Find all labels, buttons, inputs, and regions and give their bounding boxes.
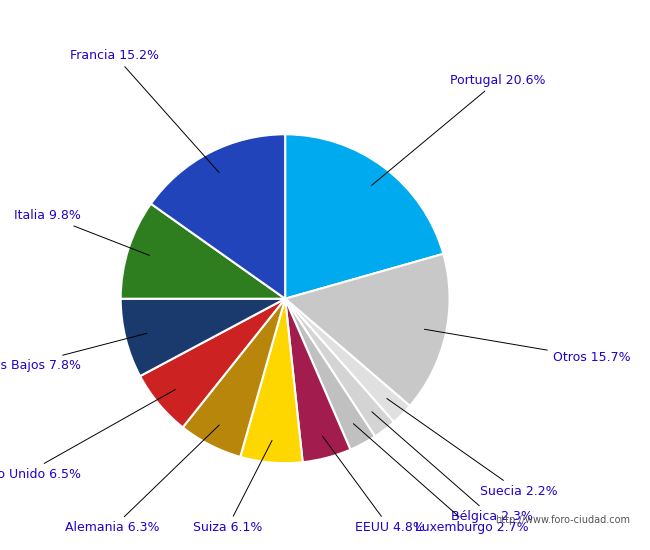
Wedge shape — [121, 204, 285, 299]
Wedge shape — [285, 254, 450, 406]
Text: Países Bajos 7.8%: Países Bajos 7.8% — [0, 333, 147, 372]
Text: Otros 15.7%: Otros 15.7% — [424, 329, 630, 364]
Wedge shape — [285, 299, 375, 450]
Wedge shape — [183, 299, 285, 457]
Text: EEUU 4.8%: EEUU 4.8% — [322, 436, 425, 535]
Wedge shape — [240, 299, 303, 463]
Text: Suecia 2.2%: Suecia 2.2% — [387, 399, 558, 498]
Wedge shape — [121, 299, 285, 376]
Text: Bélgica 2.3%: Bélgica 2.3% — [372, 412, 533, 524]
Wedge shape — [151, 134, 285, 299]
Text: Luxemburgo 2.7%: Luxemburgo 2.7% — [354, 424, 528, 535]
Text: Portugal 20.6%: Portugal 20.6% — [372, 74, 546, 185]
Wedge shape — [285, 299, 350, 462]
Wedge shape — [285, 299, 410, 422]
Text: Italia 9.8%: Italia 9.8% — [14, 209, 150, 255]
Text: Ames - Turistas extranjeros según país - Agosto de 2024: Ames - Turistas extranjeros según país -… — [109, 12, 541, 28]
Text: Reino Unido 6.5%: Reino Unido 6.5% — [0, 389, 176, 481]
Wedge shape — [285, 134, 443, 299]
Text: Alemania 6.3%: Alemania 6.3% — [66, 425, 219, 535]
Text: Suiza 6.1%: Suiza 6.1% — [192, 441, 272, 535]
Wedge shape — [285, 299, 394, 437]
Wedge shape — [140, 299, 285, 427]
Text: Francia 15.2%: Francia 15.2% — [70, 49, 219, 173]
Text: http://www.foro-ciudad.com: http://www.foro-ciudad.com — [495, 515, 630, 525]
